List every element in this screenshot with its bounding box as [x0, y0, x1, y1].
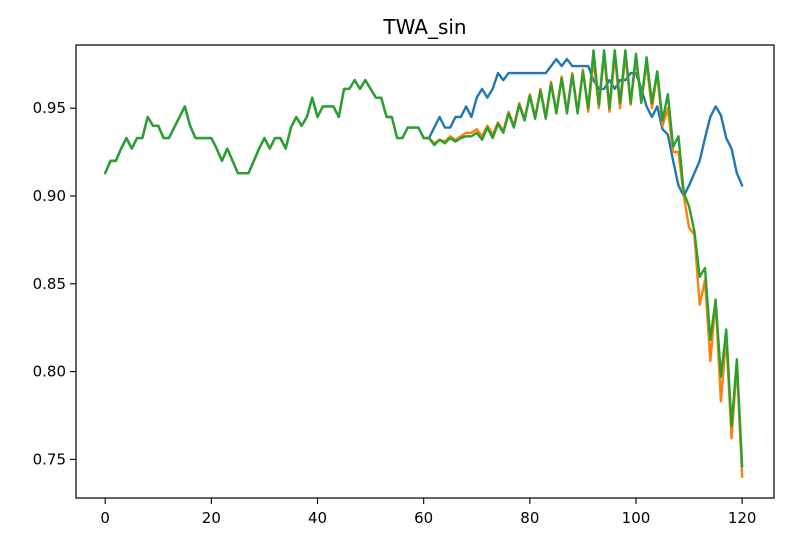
chart-title: TWA_sin [382, 15, 466, 39]
y-tick-label: 0.80 [33, 363, 66, 381]
x-axis-ticks: 0 20 40 60 80 100 120 [100, 498, 756, 527]
x-tick-label: 100 [622, 509, 651, 527]
y-tick-label: 0.90 [33, 187, 66, 205]
series-line-1 [103, 57, 744, 198]
x-tick-label: 120 [728, 509, 757, 527]
y-tick-label: 0.95 [33, 99, 66, 117]
x-tick-label: 40 [308, 509, 327, 527]
x-tick-label: 80 [520, 509, 539, 527]
series-layer [103, 49, 744, 479]
x-tick-label: 0 [100, 509, 110, 527]
x-tick-label: 20 [202, 509, 221, 527]
y-axis-ticks: 0.75 0.80 0.85 0.90 0.95 [33, 99, 76, 468]
series-line-2 [422, 54, 744, 479]
plot-frame [75, 44, 775, 499]
series-line-3 [103, 49, 744, 468]
x-tick-label: 60 [414, 509, 433, 527]
y-tick-label: 0.75 [33, 450, 66, 468]
y-tick-label: 0.85 [33, 275, 66, 293]
